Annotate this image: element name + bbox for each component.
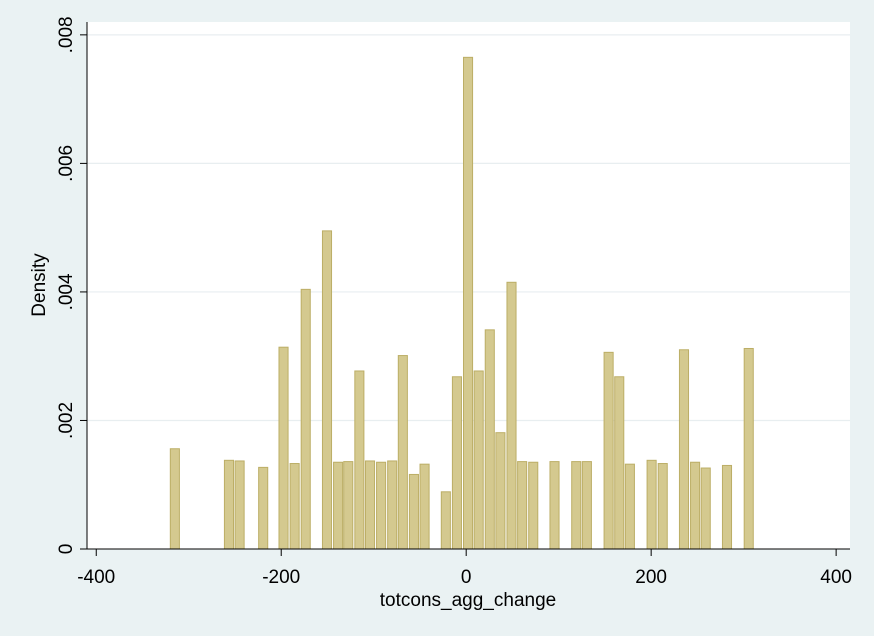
- histogram-bar: [333, 461, 344, 550]
- histogram-bar: [700, 467, 711, 550]
- histogram-bar: [343, 461, 354, 550]
- histogram-bar: [721, 464, 733, 550]
- histogram-bar: [581, 461, 592, 550]
- x-ticks: -400 -200 0 200 400: [77, 549, 852, 588]
- y-tick-label: .002: [56, 402, 77, 439]
- histogram-bar: [657, 463, 668, 550]
- histogram-bar: [387, 460, 398, 550]
- histogram-bar: [462, 56, 474, 550]
- histogram-bar: [571, 461, 582, 550]
- histogram-bar: [169, 448, 180, 550]
- histogram-bar: [278, 346, 289, 550]
- histogram-bar: [495, 432, 506, 550]
- histogram-bar: [528, 461, 539, 550]
- bars: [169, 56, 754, 550]
- y-axis-title: Density: [29, 253, 50, 317]
- histogram-bar: [549, 461, 560, 550]
- histogram-bar: [376, 461, 387, 550]
- y-tick-label: .004: [56, 273, 77, 310]
- y-tick-label: .006: [56, 145, 77, 182]
- histogram-bar: [364, 460, 376, 550]
- histogram-bar: [440, 491, 451, 550]
- histogram-bar: [743, 347, 754, 550]
- histogram-bar: [321, 230, 333, 550]
- y-tick-label: .008: [56, 16, 77, 53]
- histogram-bar: [223, 459, 235, 550]
- histogram-bar: [624, 463, 635, 550]
- y-tick-label: 0: [56, 544, 77, 555]
- histogram-bar: [258, 466, 269, 550]
- histogram-bar: [397, 355, 408, 550]
- histogram-bar: [354, 370, 365, 550]
- histogram-bar: [603, 351, 614, 550]
- histogram-bar: [690, 461, 701, 550]
- histogram-bar: [517, 461, 528, 550]
- histogram-bar: [646, 459, 657, 550]
- histogram-bar: [408, 473, 419, 550]
- x-tick-label: -400: [77, 567, 115, 588]
- x-tick-label: 0: [461, 567, 472, 588]
- histogram-bar: [506, 281, 517, 550]
- histogram-bar: [451, 376, 462, 550]
- histogram-bar: [484, 329, 495, 550]
- histogram-bar: [678, 349, 690, 550]
- x-tick-label: -200: [262, 567, 300, 588]
- histogram-bar: [614, 376, 625, 550]
- histogram-bar: [473, 370, 484, 550]
- histogram-bar: [234, 460, 245, 550]
- x-tick-label: 400: [820, 567, 852, 588]
- histogram-bar: [289, 463, 300, 550]
- x-axis-title: totcons_agg_change: [380, 590, 556, 611]
- y-ticks: 0 .002 .004 .006 .008: [56, 16, 87, 554]
- histogram-bar: [300, 288, 311, 550]
- x-tick-label: 200: [635, 567, 667, 588]
- histogram-bar: [419, 463, 430, 550]
